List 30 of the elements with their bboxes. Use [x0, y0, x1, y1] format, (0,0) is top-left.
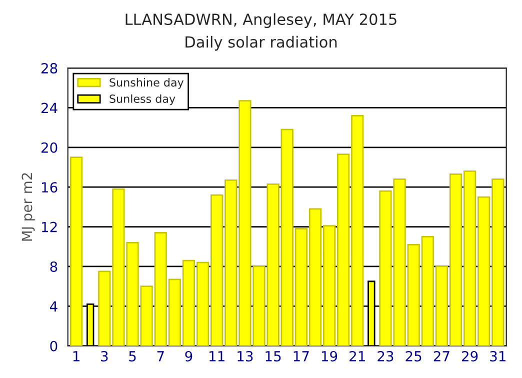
x-tick-label: 25 — [406, 350, 422, 362]
x-tick-label: 1 — [73, 351, 80, 362]
y-tick-label: 0 — [50, 340, 58, 352]
y-tick-label: 24 — [41, 102, 58, 114]
legend-label: Sunless day — [110, 94, 176, 106]
chart-subtitle: Daily solar radiation — [186, 36, 337, 51]
y-tick-label: 8 — [50, 261, 58, 272]
y-tick-label: 20 — [41, 142, 58, 153]
x-tick-label: 5 — [129, 351, 136, 362]
x-tick-label: 3 — [101, 350, 108, 362]
y-tick-label: 12 — [42, 222, 57, 232]
y-axis-title: MJ per m2 — [22, 173, 35, 241]
chart-title: LLANSADWRN, Anglesey, MAY 2015 — [126, 13, 396, 28]
x-tick-label: 9 — [185, 350, 192, 362]
bar — [70, 156, 83, 346]
x-tick-label: 23 — [378, 350, 394, 362]
x-tick-label: 19 — [322, 350, 338, 362]
legend-label: Sunshine day — [110, 78, 184, 89]
x-tick-label: 29 — [462, 350, 478, 362]
x-tick-label: 13 — [238, 350, 253, 362]
x-tick-label: 31 — [490, 350, 506, 362]
x-tick-label: 11 — [210, 351, 224, 362]
x-tick-label: 21 — [350, 350, 365, 362]
x-tick-label: 15 — [266, 351, 281, 362]
y-tick-label: 28 — [41, 63, 58, 74]
x-tick-label: 17 — [294, 351, 309, 362]
x-tick-label: 27 — [434, 350, 450, 362]
y-tick-label: 16 — [42, 182, 58, 193]
y-tick-label: 4 — [50, 301, 58, 312]
x-tick-label: 7 — [157, 351, 164, 362]
